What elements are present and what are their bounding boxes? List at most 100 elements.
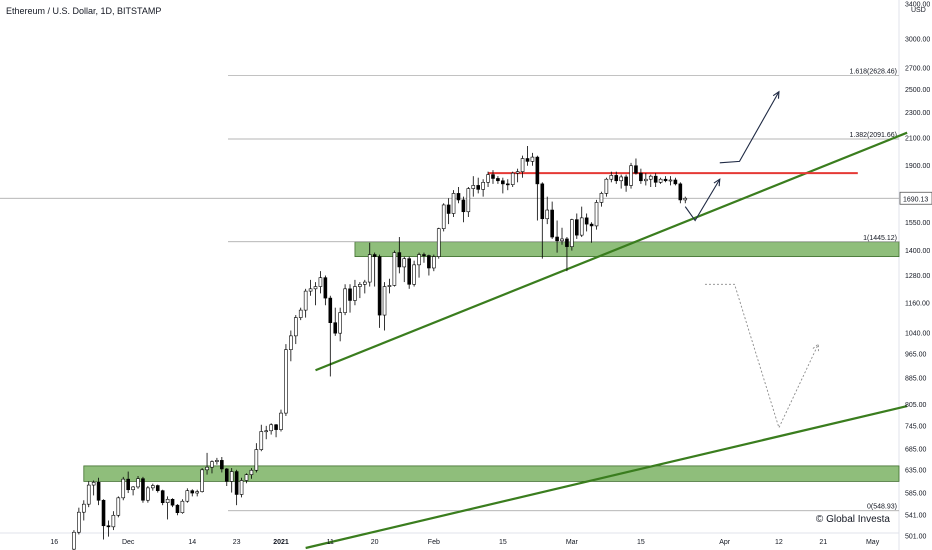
candle-body <box>175 504 180 514</box>
x-tick-label: 23 <box>233 539 241 546</box>
candle-body <box>560 238 564 242</box>
candle-body <box>343 288 347 313</box>
candle-body <box>481 182 485 190</box>
candle-body <box>289 335 293 350</box>
candle-body <box>308 288 313 292</box>
candle-body <box>126 478 130 491</box>
candle-body <box>678 183 683 201</box>
candle-body <box>609 175 614 180</box>
candle-body <box>486 174 490 183</box>
candle-body <box>136 478 140 488</box>
candle-body <box>496 178 500 182</box>
candle-body <box>224 468 229 482</box>
candle-body <box>673 179 678 185</box>
candle-body <box>215 460 219 462</box>
candle-body <box>427 255 431 269</box>
candle-body <box>639 172 643 182</box>
candle-body <box>658 178 663 183</box>
candle-body <box>397 252 402 268</box>
fib-level-label-2: 1.382(2091.66) <box>850 132 897 139</box>
candle-body <box>446 204 451 214</box>
candle-body <box>353 286 357 301</box>
candle-body <box>298 309 303 318</box>
y-tick-label: 1160.00 <box>905 300 930 307</box>
y-tick-label: 885.00 <box>905 376 927 383</box>
candle-body <box>501 180 505 185</box>
candle-body <box>190 490 195 494</box>
candle-body <box>195 491 199 494</box>
candle-body <box>367 254 372 283</box>
candle-body <box>663 178 668 182</box>
candle-body <box>505 183 510 186</box>
fib-level-label-1: 1.618(2628.46) <box>850 69 897 76</box>
y-tick-label: 2100.00 <box>905 135 930 142</box>
projection-arrowhead-1 <box>713 178 721 187</box>
candle-body <box>82 503 86 513</box>
candle-body <box>121 478 126 499</box>
candle-body <box>382 286 387 316</box>
candle-body <box>619 176 623 182</box>
y-unit-label: USD <box>911 7 926 14</box>
candle-body <box>323 277 328 299</box>
candle-body <box>170 498 175 506</box>
candle-body <box>668 179 673 182</box>
candle-body <box>244 474 249 481</box>
candle-body <box>264 430 269 433</box>
candle-body <box>456 193 461 201</box>
y-tick-label: 2500.00 <box>905 87 930 94</box>
candle-body <box>210 461 214 468</box>
candle-body <box>72 531 76 550</box>
x-tick-label: May <box>866 539 880 546</box>
y-tick-label: 1550.00 <box>905 220 930 227</box>
fib-level-label-3: 1(1445.12) <box>863 235 897 242</box>
candle-body <box>550 209 554 238</box>
candle-body <box>530 156 535 162</box>
candle-body <box>476 185 481 190</box>
candle-body <box>579 217 584 236</box>
candle-body <box>422 254 426 256</box>
y-tick-label: 1040.00 <box>905 331 930 338</box>
x-tick-label: 12 <box>775 539 783 546</box>
fib-level-label-4: 0(548.93) <box>867 504 897 511</box>
candle-body <box>594 202 599 227</box>
candle-body <box>234 471 239 495</box>
candle-body <box>555 236 559 242</box>
candle-body <box>338 312 342 334</box>
chart-title: Ethereum / U.S. Dollar, 1D, BITSTAMP <box>6 6 162 16</box>
x-tick-label: 14 <box>188 539 196 546</box>
x-tick-label: 15 <box>499 539 507 546</box>
candle-body <box>599 193 604 203</box>
y-tick-label: 635.00 <box>905 468 927 475</box>
y-tick-label: 805.00 <box>905 402 927 409</box>
candle-body <box>111 514 116 528</box>
candle-body <box>412 264 416 285</box>
candle-body <box>86 484 91 505</box>
y-tick-label: 585.00 <box>905 491 927 498</box>
candle-body <box>239 480 244 495</box>
x-tick-label: Feb <box>428 539 440 546</box>
candle-body <box>77 511 81 533</box>
candle-body <box>644 178 648 182</box>
candle-body <box>565 238 569 247</box>
projection-path-1 <box>684 178 721 222</box>
x-tick-label: 11 <box>327 539 334 546</box>
support-zone-2 <box>83 465 900 482</box>
candle-body <box>402 258 407 268</box>
candle-body <box>648 175 653 180</box>
candle-body <box>372 254 377 257</box>
trendline-2 <box>305 405 908 550</box>
candle-body <box>151 485 155 489</box>
candle-body <box>254 449 259 471</box>
candle-body <box>274 424 278 430</box>
candle-body <box>407 258 411 285</box>
x-tick-label: 20 <box>371 539 379 546</box>
candle-body <box>160 490 165 504</box>
candle-body <box>116 497 121 516</box>
candle-body <box>205 466 209 471</box>
current-price-label: 1690.13 <box>903 196 928 203</box>
candle-body <box>91 482 96 486</box>
candle-body <box>535 156 540 185</box>
y-tick-label: 1900.00 <box>905 163 930 170</box>
candle-body <box>106 525 111 528</box>
